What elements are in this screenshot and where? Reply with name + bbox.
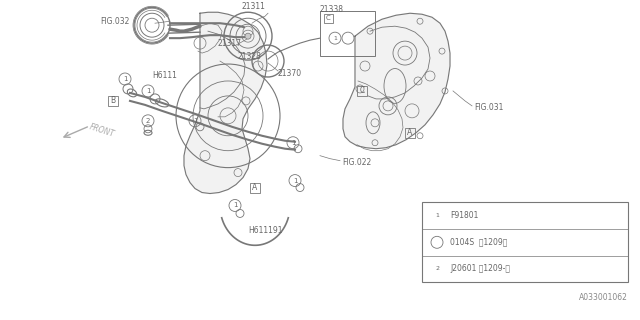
- Text: 1: 1: [291, 140, 295, 146]
- Text: 21311: 21311: [242, 2, 266, 11]
- Bar: [357, 86, 367, 96]
- Text: 2: 2: [146, 118, 150, 124]
- Text: 1: 1: [146, 88, 150, 94]
- Text: FIG.032: FIG.032: [100, 17, 129, 26]
- Text: C: C: [360, 86, 365, 95]
- Text: 1: 1: [435, 213, 439, 218]
- Bar: [405, 128, 415, 138]
- Bar: [323, 14, 333, 23]
- Text: 1: 1: [233, 203, 237, 208]
- Text: B: B: [111, 96, 116, 105]
- Text: 1: 1: [193, 118, 197, 124]
- Text: FIG.031: FIG.031: [474, 103, 504, 112]
- Text: J20601 〈1209-〉: J20601 〈1209-〉: [450, 264, 510, 273]
- Bar: [422, 203, 628, 282]
- Bar: [250, 183, 260, 193]
- Text: H611191: H611191: [248, 226, 282, 235]
- Text: H6111: H6111: [152, 71, 177, 81]
- Text: FRONT: FRONT: [88, 123, 115, 139]
- Text: F91801: F91801: [450, 211, 478, 220]
- Bar: [320, 11, 375, 56]
- Text: 21370: 21370: [278, 68, 302, 77]
- Bar: [108, 96, 118, 106]
- Text: 21338: 21338: [320, 5, 344, 14]
- Text: C: C: [326, 15, 330, 21]
- Polygon shape: [343, 13, 450, 149]
- Text: A: A: [252, 183, 258, 192]
- Text: A033001062: A033001062: [579, 293, 628, 302]
- Circle shape: [245, 33, 251, 39]
- Text: 21328: 21328: [238, 52, 262, 60]
- Text: FIG.022: FIG.022: [342, 158, 371, 167]
- Text: 0104S  〈1209〉: 0104S 〈1209〉: [450, 238, 508, 247]
- Text: 1: 1: [123, 76, 127, 82]
- Text: 2: 2: [435, 266, 439, 271]
- Polygon shape: [184, 12, 267, 194]
- Text: 21317: 21317: [218, 39, 242, 48]
- Text: 1: 1: [292, 178, 297, 184]
- Text: 1: 1: [333, 36, 337, 41]
- Text: A: A: [408, 128, 413, 137]
